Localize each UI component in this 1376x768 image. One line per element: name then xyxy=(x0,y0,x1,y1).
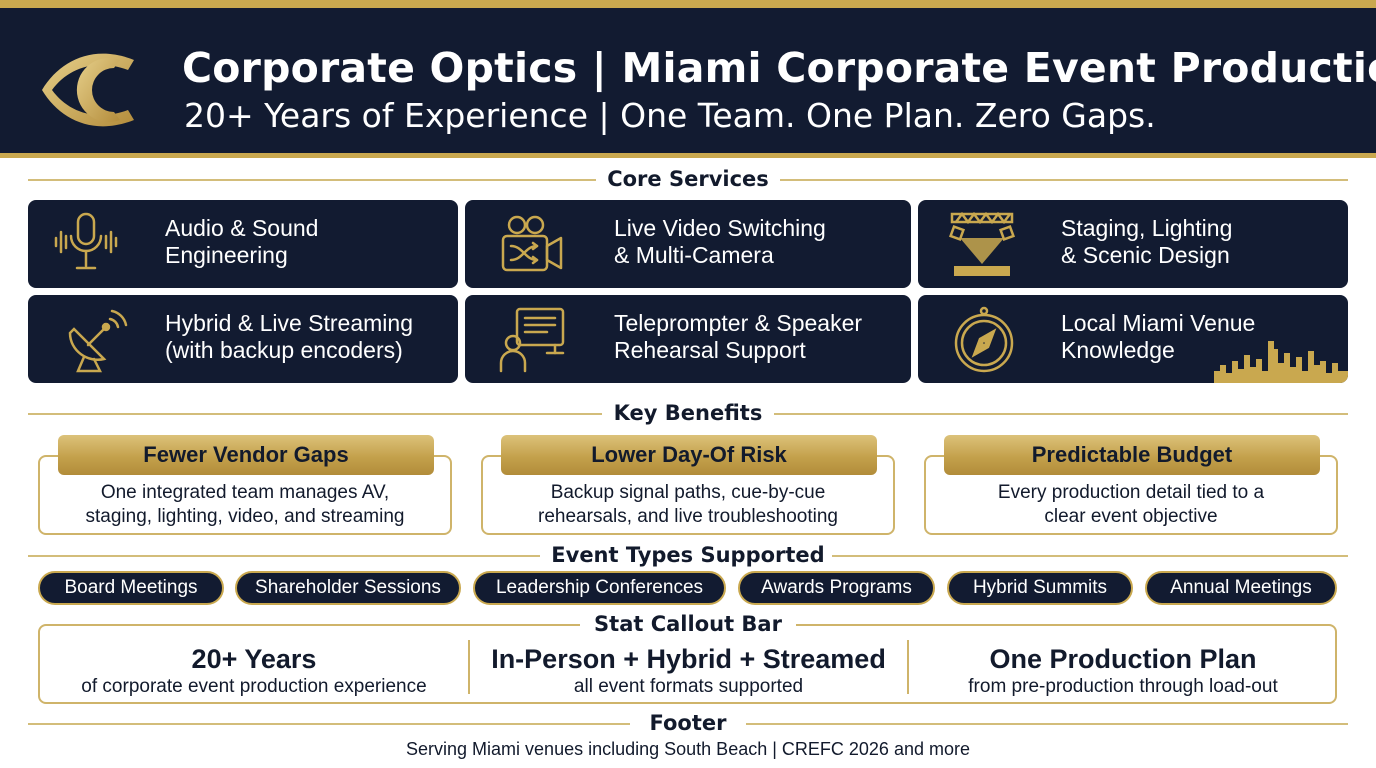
divider-line xyxy=(780,179,1348,181)
video-camera-icon xyxy=(501,215,563,272)
benefit-card-day-of-risk: Lower Day-Of Risk Backup signal paths, c… xyxy=(481,435,895,535)
section-key-benefits: Key Benefits xyxy=(28,398,1348,428)
event-type-pill: Awards Programs xyxy=(738,571,935,605)
service-label: Teleprompter & Speaker Rehearsal Support xyxy=(614,310,863,363)
benefit-description: Every production detail tied to a clear … xyxy=(997,482,1265,527)
section-title: Key Benefits xyxy=(613,401,763,425)
stat-divider xyxy=(468,640,470,694)
section-stat-bar: Stat Callout Bar xyxy=(580,609,796,639)
divider-line xyxy=(774,413,1348,415)
benefit-description: Backup signal paths, cue-by-cue rehearsa… xyxy=(538,482,838,527)
service-card-staging: Staging, Lighting & Scenic Design xyxy=(918,200,1348,288)
benefit-card-vendor-gaps: Fewer Vendor Gaps One integrated team ma… xyxy=(38,435,452,535)
service-label: Live Video Switching & Multi-Camera xyxy=(614,215,826,268)
header-banner: Corporate Optics | Miami Corporate Event… xyxy=(0,0,1376,158)
service-card-video: Live Video Switching & Multi-Camera xyxy=(465,200,911,288)
microphone-icon xyxy=(54,212,118,270)
miami-skyline-graphic xyxy=(1214,341,1348,383)
event-type-pill: Annual Meetings xyxy=(1145,571,1337,605)
compass-icon xyxy=(954,306,1014,373)
divider-line xyxy=(746,723,1348,725)
divider-line xyxy=(28,179,596,181)
stat-callout-bar: 20+ Years of corporate event production … xyxy=(38,624,1337,704)
service-card-streaming: Hybrid & Live Streaming (with backup enc… xyxy=(28,295,458,383)
satellite-dish-icon xyxy=(68,309,128,373)
page-title: Corporate Optics | Miami Corporate Event… xyxy=(182,44,1376,92)
service-label: Audio & Sound Engineering xyxy=(165,215,319,268)
section-title: Event Types Supported xyxy=(551,543,825,567)
speaker-teleprompter-icon xyxy=(499,307,565,373)
section-core-services: Core Services xyxy=(28,164,1348,194)
event-type-pill: Hybrid Summits xyxy=(947,571,1133,605)
stat-value: One Production Plan xyxy=(989,644,1257,674)
divider-line xyxy=(28,723,630,725)
stat-years: 20+ Years of corporate event production … xyxy=(40,626,468,704)
stat-value: 20+ Years xyxy=(191,644,317,674)
stage-truss-icon xyxy=(948,211,1016,276)
service-card-audio: Audio & Sound Engineering xyxy=(28,200,458,288)
section-title: Stat Callout Bar xyxy=(594,612,782,636)
service-card-venue: Local Miami Venue Knowledge xyxy=(918,295,1348,383)
page-subtitle: 20+ Years of Experience | One Team. One … xyxy=(184,96,1156,135)
section-event-types: Event Types Supported xyxy=(28,540,1348,570)
section-footer: Footer xyxy=(28,708,1348,738)
benefit-title: Predictable Budget xyxy=(944,435,1320,475)
service-label: Hybrid & Live Streaming (with backup enc… xyxy=(165,310,413,363)
stat-caption: of corporate event production experience xyxy=(81,676,427,697)
event-type-pill: Shareholder Sessions xyxy=(235,571,461,605)
divider-line xyxy=(28,413,602,415)
section-title: Core Services xyxy=(607,167,769,191)
section-title: Footer xyxy=(649,711,727,735)
stat-plan: One Production Plan from pre-production … xyxy=(909,626,1337,704)
service-label: Local Miami Venue Knowledge xyxy=(1061,310,1256,363)
benefit-title: Lower Day-Of Risk xyxy=(501,435,877,475)
service-card-teleprompter: Teleprompter & Speaker Rehearsal Support xyxy=(465,295,911,383)
benefit-description: One integrated team manages AV, staging,… xyxy=(85,482,405,527)
eye-logo-icon xyxy=(42,53,134,127)
event-type-pill: Board Meetings xyxy=(38,571,224,605)
footer-text: Serving Miami venues including South Bea… xyxy=(406,739,970,759)
divider-line xyxy=(832,555,1348,557)
service-label: Staging, Lighting & Scenic Design xyxy=(1061,215,1233,268)
stat-value: In-Person + Hybrid + Streamed xyxy=(491,644,886,674)
stat-formats: In-Person + Hybrid + Streamed all event … xyxy=(470,626,907,704)
stat-caption: from pre-production through load-out xyxy=(968,676,1278,697)
stat-divider xyxy=(907,640,909,694)
event-type-pill: Leadership Conferences xyxy=(473,571,726,605)
benefit-title: Fewer Vendor Gaps xyxy=(58,435,434,475)
benefit-card-budget: Predictable Budget Every production deta… xyxy=(924,435,1338,535)
stat-caption: all event formats supported xyxy=(573,676,804,697)
divider-line xyxy=(28,555,540,557)
